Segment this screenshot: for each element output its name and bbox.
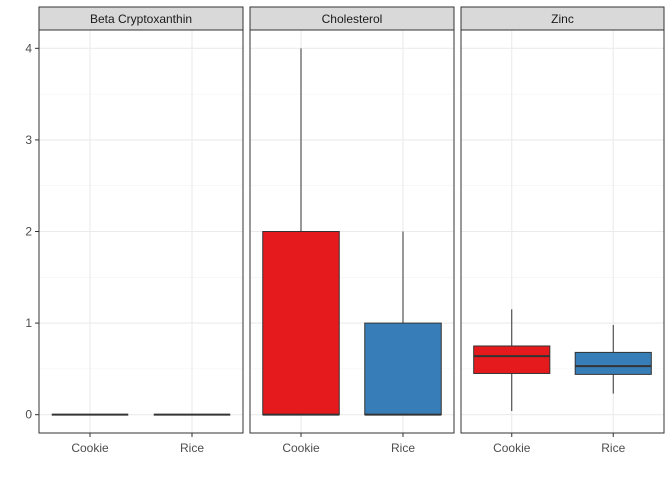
x-tick-label: Rice (180, 441, 204, 455)
x-tick-label: Cookie (282, 441, 320, 455)
facet-strip (38, 6, 244, 31)
y-tick-label: 0 (25, 408, 32, 422)
facet-strip-label: Zinc (551, 12, 574, 26)
box-rice (364, 322, 442, 416)
x-tick-label: Cookie (493, 441, 531, 455)
box-cookie (473, 345, 551, 374)
y-tick-label: 1 (25, 316, 32, 330)
facet-strip (249, 6, 455, 31)
facet-strip-label: Beta Cryptoxanthin (90, 12, 192, 26)
box-rice (574, 351, 652, 375)
x-tick-label: Rice (601, 441, 625, 455)
box-cookie (262, 231, 340, 416)
facet-strip (460, 6, 665, 31)
x-tick-label: Cookie (71, 441, 109, 455)
facet-strip-label: Cholesterol (322, 12, 383, 26)
x-tick-label: Rice (391, 441, 415, 455)
y-tick-label: 4 (25, 41, 32, 55)
y-tick-label: 3 (25, 133, 32, 147)
y-tick-label: 2 (25, 225, 32, 239)
